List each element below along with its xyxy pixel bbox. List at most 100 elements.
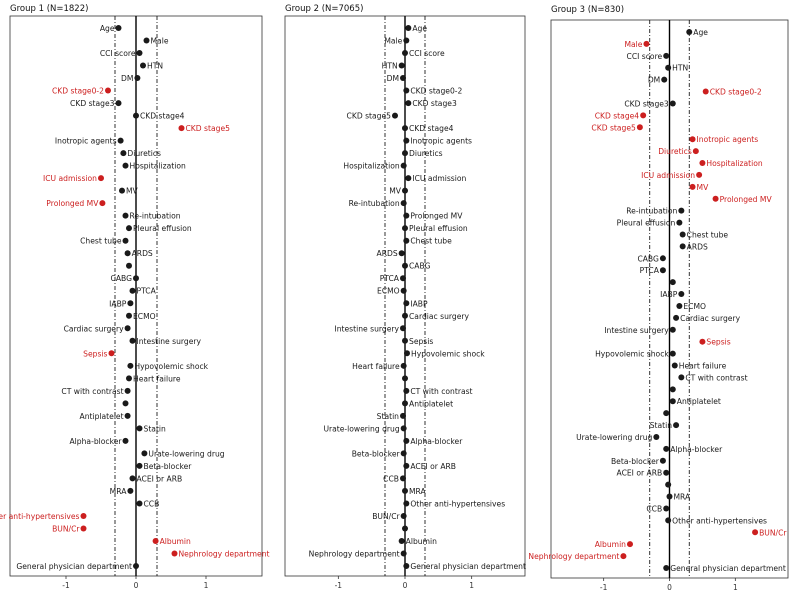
point-label: Age bbox=[100, 24, 115, 33]
point-label: Pleural effusion bbox=[409, 224, 468, 233]
data-point bbox=[402, 337, 408, 344]
data-point bbox=[122, 437, 129, 444]
point-label: Re-intubation bbox=[349, 199, 400, 208]
data-point bbox=[405, 25, 412, 31]
point-label: CT with contrast bbox=[410, 387, 472, 396]
point-label: CKD stage3 bbox=[70, 99, 115, 108]
point-label: Albumin bbox=[406, 537, 437, 546]
data-point bbox=[663, 52, 670, 59]
point-label: Hypovolemic shock bbox=[134, 362, 208, 371]
point-label: Albumin bbox=[160, 537, 191, 546]
point-label: IABP bbox=[410, 299, 428, 308]
data-point bbox=[129, 475, 136, 482]
point-label: CKD stage0-2 bbox=[410, 87, 462, 96]
data-point bbox=[398, 537, 405, 544]
data-point bbox=[402, 487, 408, 494]
point-label: Statin bbox=[650, 421, 673, 430]
data-point bbox=[689, 183, 696, 190]
data-point bbox=[403, 500, 410, 507]
data-point bbox=[400, 425, 407, 432]
data-point bbox=[400, 200, 407, 207]
point-label: General physician department bbox=[16, 562, 132, 571]
point-label: Heart failure bbox=[352, 362, 400, 371]
point-label: ACEI or ARB bbox=[617, 469, 663, 478]
point-label: Cardiac surgery bbox=[64, 324, 124, 333]
data-point bbox=[126, 262, 132, 269]
point-label: Hypovolemic shock bbox=[411, 349, 485, 358]
data-point bbox=[105, 87, 111, 94]
x-tick-label: 0 bbox=[134, 581, 139, 590]
data-point bbox=[141, 450, 148, 457]
point-label: CKD stage5 bbox=[186, 124, 231, 133]
data-point bbox=[665, 517, 672, 524]
point-label: Inotropic agents bbox=[697, 135, 759, 144]
point-label: Inotropic agents bbox=[410, 137, 472, 146]
point-label: Male bbox=[151, 37, 169, 46]
data-point bbox=[122, 400, 129, 407]
data-point bbox=[669, 386, 676, 393]
point-label: CCB bbox=[144, 499, 160, 508]
point-label: Urate-lowering drug bbox=[323, 424, 399, 433]
data-point bbox=[402, 525, 408, 532]
data-point bbox=[620, 553, 627, 560]
data-point bbox=[699, 160, 706, 167]
point-label: MV bbox=[126, 187, 139, 196]
data-point bbox=[126, 312, 132, 319]
data-point bbox=[402, 125, 408, 132]
panel-2: Group 2 (N=7065) -1 0 1 Age Male CCI score HTN D… bbox=[284, 4, 526, 590]
point-label: CABG bbox=[409, 262, 431, 271]
data-point bbox=[752, 529, 759, 536]
point-label: CKD stage5 bbox=[591, 123, 636, 132]
point-label: ARDS bbox=[377, 249, 398, 258]
data-point bbox=[669, 279, 676, 286]
data-point bbox=[643, 40, 650, 47]
point-label: Alpha-blocker bbox=[670, 445, 723, 454]
point-label: MV bbox=[389, 187, 402, 196]
data-point bbox=[80, 512, 87, 519]
data-point bbox=[98, 175, 104, 182]
panel-title: Group 3 (N=830) bbox=[551, 5, 624, 15]
point-label: Other anti-hypertensives bbox=[0, 512, 80, 521]
point-label: Hypovolemic shock bbox=[595, 350, 669, 359]
data-point bbox=[400, 287, 407, 294]
data-point bbox=[702, 88, 709, 95]
data-point bbox=[129, 337, 136, 344]
data-point bbox=[663, 469, 670, 476]
point-label: Inotropic agents bbox=[55, 137, 117, 146]
point-label: Sepsis bbox=[409, 337, 433, 346]
point-label: Intestine surgery bbox=[334, 324, 399, 333]
data-point bbox=[676, 219, 683, 226]
data-point bbox=[115, 25, 122, 31]
point-label: ICU admission bbox=[412, 174, 466, 183]
point-label: Beta-blocker bbox=[352, 449, 401, 458]
point-label: BUN/Cr bbox=[372, 512, 400, 521]
data-point bbox=[126, 375, 132, 382]
data-point bbox=[403, 237, 410, 244]
point-label: CKD stage5 bbox=[347, 112, 392, 121]
data-point bbox=[640, 112, 647, 119]
data-point bbox=[400, 275, 406, 282]
x-tick-label: 1 bbox=[204, 581, 209, 590]
data-point bbox=[403, 462, 410, 469]
point-label: ECMO bbox=[133, 312, 156, 321]
point-label: Albumin bbox=[595, 540, 626, 549]
data-point bbox=[403, 137, 410, 144]
point-label: Antiplatelet bbox=[409, 399, 453, 408]
data-point bbox=[152, 537, 159, 544]
point-label: PTCA bbox=[380, 274, 400, 283]
x-tick-label: -1 bbox=[62, 581, 70, 590]
point-label: Diuretics bbox=[127, 149, 161, 158]
data-point bbox=[122, 212, 129, 219]
point-label: IABP bbox=[660, 290, 678, 299]
point-label: Other anti-hypertensives bbox=[410, 499, 505, 508]
data-point bbox=[669, 326, 676, 333]
data-point bbox=[178, 125, 185, 132]
data-point bbox=[663, 410, 670, 417]
point-label: Male bbox=[624, 40, 642, 49]
point-label: Pleural effusion bbox=[133, 224, 192, 233]
data-point bbox=[136, 425, 143, 432]
point-label: Male bbox=[384, 37, 402, 46]
point-label: General physician department bbox=[670, 564, 786, 573]
x-tick-label: -1 bbox=[335, 581, 343, 590]
data-point bbox=[696, 171, 703, 178]
